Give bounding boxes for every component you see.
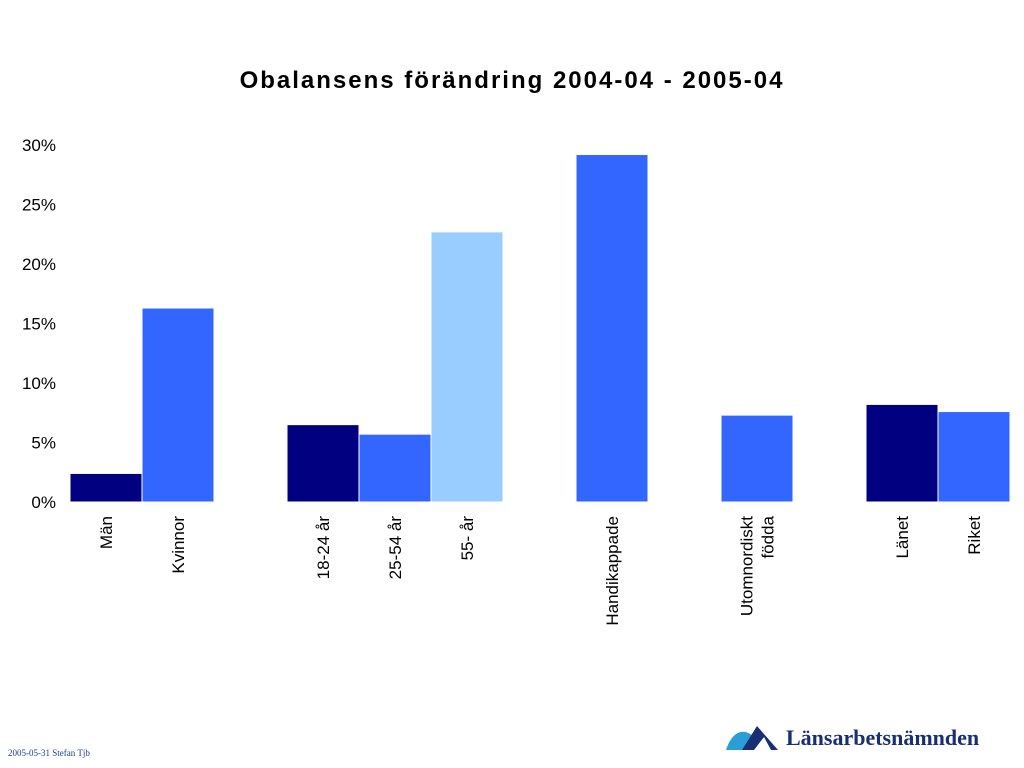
brand-logo: Länsarbetsnämnden: [724, 720, 979, 756]
bar: [430, 231, 504, 503]
y-tick-label: 25%: [22, 196, 56, 215]
y-axis: 0% 5% 10% 15% 20% 25% 30%: [22, 136, 56, 512]
chart-title: Obalansens förändring 2004-04 - 2005-04: [240, 67, 785, 94]
bar: [358, 433, 432, 503]
footer-note: 2005-05-31 Stefan Tjb: [8, 748, 90, 758]
brand-name: Länsarbetsnämnden: [786, 725, 980, 750]
category-label: Riket: [965, 516, 984, 555]
y-tick-label: 0%: [31, 493, 56, 512]
bar: [69, 472, 143, 503]
bar: [720, 414, 794, 503]
y-tick-label: 30%: [22, 136, 56, 155]
category-label: 55- år: [458, 516, 477, 561]
bar: [141, 307, 215, 503]
y-tick-label: 15%: [22, 315, 56, 334]
bar: [937, 411, 1011, 503]
category-label: Handikappade: [603, 516, 622, 626]
y-tick-label: 10%: [22, 374, 56, 393]
category-label: 25-54 år: [386, 516, 405, 580]
bar: [575, 154, 649, 503]
category-label: Män: [97, 516, 116, 549]
bar: [865, 403, 939, 503]
y-tick-label: 5%: [31, 434, 56, 453]
bars: [69, 154, 1011, 503]
bar: [286, 424, 360, 503]
brand-mark-icon: [726, 726, 778, 750]
category-label: Länet: [893, 516, 912, 559]
category-label: Utomnordiskt: [738, 516, 757, 616]
category-label: 18-24 år: [314, 516, 333, 580]
category-labels: Män Kvinnor 18-24 år 25-54 år 55- år Handikap…: [97, 515, 984, 625]
category-label: Kvinnor: [169, 516, 188, 574]
y-tick-label: 20%: [22, 255, 56, 274]
category-label: födda: [759, 515, 778, 558]
